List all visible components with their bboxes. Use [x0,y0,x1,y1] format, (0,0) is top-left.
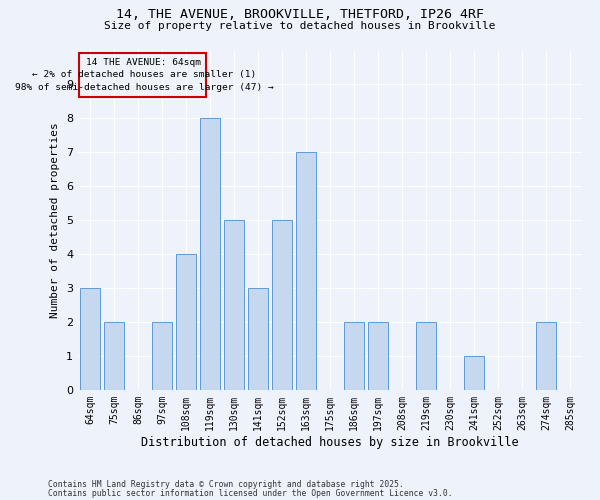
Text: Contains HM Land Registry data © Crown copyright and database right 2025.: Contains HM Land Registry data © Crown c… [48,480,404,489]
Bar [224,220,244,390]
Y-axis label: Number of detached properties: Number of detached properties [50,122,61,318]
Bar [464,356,484,390]
Bar [296,152,316,390]
Bar [416,322,436,390]
X-axis label: Distribution of detached houses by size in Brookville: Distribution of detached houses by size … [141,436,519,448]
Text: Size of property relative to detached houses in Brookville: Size of property relative to detached ho… [104,21,496,31]
Bar [104,322,124,390]
Bar [152,322,172,390]
Text: Contains public sector information licensed under the Open Government Licence v3: Contains public sector information licen… [48,489,452,498]
Bar [272,220,292,390]
Bar [200,118,220,390]
Bar [248,288,268,390]
Bar [80,288,100,390]
Bar [176,254,196,390]
Bar [536,322,556,390]
Text: 14 THE AVENUE: 64sqm
← 2% of detached houses are smaller (1)
98% of semi-detache: 14 THE AVENUE: 64sqm ← 2% of detached ho… [14,58,274,92]
Bar [368,322,388,390]
Text: 14, THE AVENUE, BROOKVILLE, THETFORD, IP26 4RF: 14, THE AVENUE, BROOKVILLE, THETFORD, IP… [116,8,484,20]
Bar [344,322,364,390]
